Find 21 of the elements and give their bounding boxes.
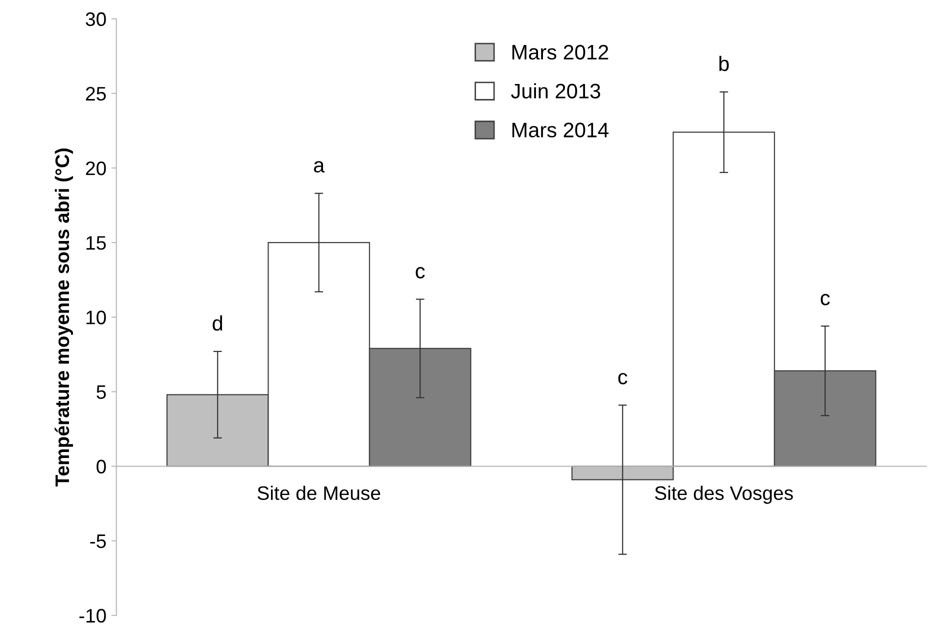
annotation: b xyxy=(719,56,729,72)
y-tick-label: 10 xyxy=(86,310,106,324)
annotation: c xyxy=(820,294,830,306)
y-tick-label: 20 xyxy=(86,161,106,176)
x-tick-label: Site de Meuse xyxy=(258,486,380,500)
y-tick-label: 5 xyxy=(96,385,106,399)
annotation: a xyxy=(314,161,325,173)
legend-label: Mars 2012 xyxy=(512,44,608,60)
y-axis-title: Température moyenne sous abri (°C) xyxy=(54,148,73,486)
annotation: c xyxy=(416,267,425,278)
y-tick-label: -10 xyxy=(79,608,106,623)
y-tick-label: 15 xyxy=(86,236,106,250)
legend-label: Juin 2013 xyxy=(511,83,600,98)
y-tick-label: 25 xyxy=(86,86,106,101)
x-tick-label: Site des Vosges xyxy=(655,486,793,504)
y-tick-label: 30 xyxy=(86,12,106,26)
y-tick-label: 0 xyxy=(96,460,106,474)
legend-label: Mars 2014 xyxy=(512,122,609,138)
annotation: d xyxy=(212,315,222,331)
y-tick-label: -5 xyxy=(90,534,106,548)
annotation: c xyxy=(618,372,628,384)
